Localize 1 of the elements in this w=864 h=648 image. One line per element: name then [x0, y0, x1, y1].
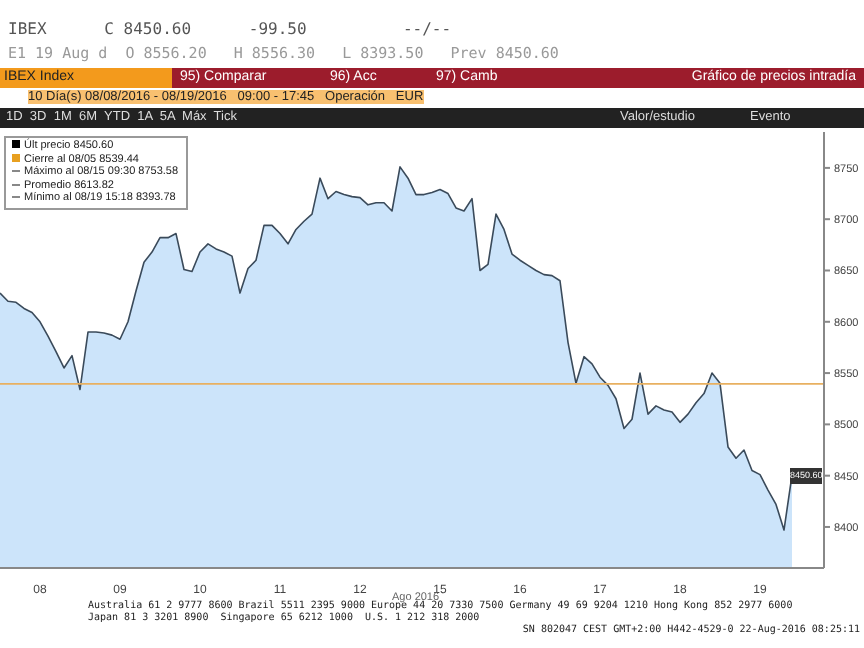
- text: IBEX C 8450.60 -99.50 --/--: [8, 20, 452, 38]
